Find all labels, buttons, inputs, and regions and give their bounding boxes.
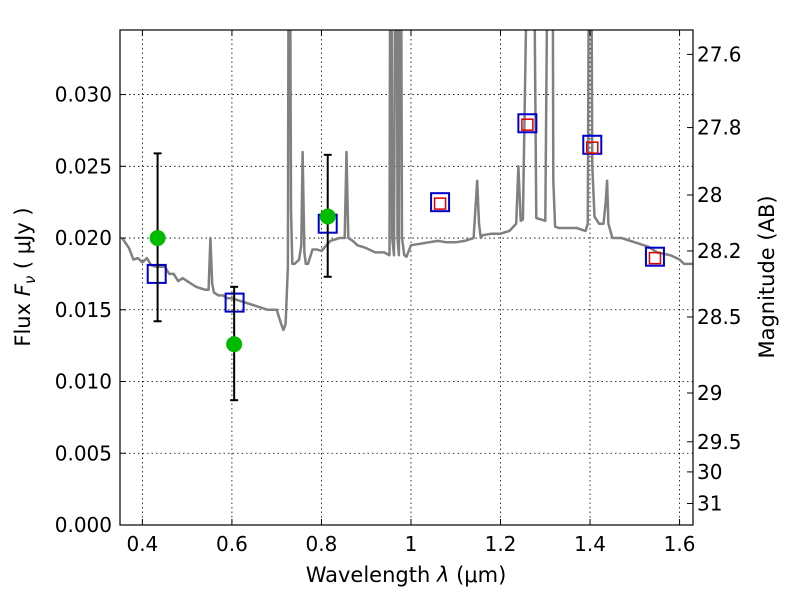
observed-square: [586, 141, 599, 154]
y-tick-label: 0.030: [55, 83, 112, 107]
model-photometry-square: [430, 192, 451, 213]
observed-point: [319, 208, 336, 225]
spectrum-line: [121, 30, 693, 332]
y2-tick-label: 27.6: [697, 42, 742, 66]
y-tick-label: 0.000: [55, 513, 112, 537]
observed-point: [149, 230, 166, 247]
observed-square: [521, 118, 534, 131]
plot-frame: [119, 29, 694, 526]
x-axis-label: Wavelength λ (μm): [306, 563, 507, 587]
y-tick-label: 0.020: [55, 226, 112, 250]
y-tick-label: 0.025: [55, 154, 112, 178]
y2-tick-label: 29: [697, 381, 722, 405]
y2-tick-label: 28.5: [697, 305, 742, 329]
y-axis-label: Flux Fν ( μJy ): [11, 207, 39, 346]
y2-tick-label: 28.2: [697, 239, 742, 263]
model-photometry-square: [644, 246, 665, 267]
y2-tick-label: 31: [697, 491, 722, 515]
x-tick-label: 1.2: [485, 532, 517, 556]
observed-square: [648, 251, 662, 265]
grid: [120, 30, 693, 526]
x-tick-label: 0.4: [126, 532, 158, 556]
y-tick-label: 0.015: [55, 298, 112, 322]
y2-tick-label: 27.8: [697, 116, 742, 140]
y2-axis-label: Magnitude (AB): [755, 195, 779, 358]
y2-tick-label: 30: [697, 460, 722, 484]
y-tick-label: 0.005: [55, 441, 112, 465]
model-photometry-square: [517, 113, 538, 134]
x-tick-label: 1.4: [574, 532, 606, 556]
x-tick-label: 0.6: [216, 532, 248, 556]
x-tick-label: 1: [405, 532, 418, 556]
observed-square: [433, 197, 447, 210]
axis-ticks: 0.4 0.6 0.8 1 1.2 1.4 1.6 0.000 0.005 0.010 0.015 0…: [55, 30, 742, 556]
y2-tick-label: 29.5: [697, 430, 742, 454]
x-tick-label: 0.8: [306, 532, 338, 556]
x-tick-label: 1.6: [664, 532, 696, 556]
y2-tick-label: 28: [697, 183, 722, 207]
y-tick-label: 0.010: [55, 370, 112, 394]
observed-point: [226, 336, 243, 353]
plot-area: [121, 30, 693, 402]
